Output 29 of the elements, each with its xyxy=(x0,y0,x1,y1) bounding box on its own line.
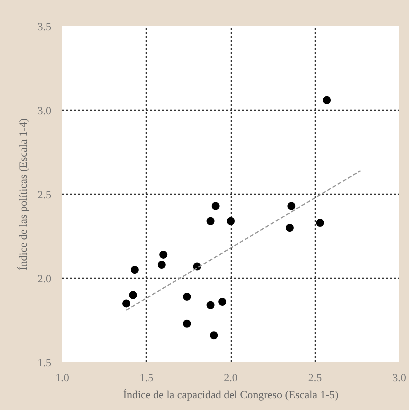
y-tick-label: 2.5 xyxy=(38,190,52,202)
point xyxy=(286,224,294,232)
point xyxy=(183,292,192,301)
x-tick-label: 3.0 xyxy=(392,372,407,384)
x-tick-label: 2.5 xyxy=(308,372,323,384)
y-tick-label: 3.0 xyxy=(38,106,52,118)
point xyxy=(130,266,139,274)
point xyxy=(212,202,220,210)
y-tick-label: 3.5 xyxy=(38,22,52,34)
point xyxy=(218,298,227,306)
y-tick-label: 1.5 xyxy=(38,358,52,370)
point xyxy=(323,96,332,104)
x-axis-title: Índice de la capacidad del Congreso (Escala 1-5) xyxy=(123,388,339,402)
point xyxy=(316,219,324,228)
point xyxy=(158,261,166,270)
x-tick-label: 2.0 xyxy=(224,372,238,384)
point xyxy=(206,217,215,226)
x-tick-label: 1.5 xyxy=(140,372,154,384)
point xyxy=(206,301,215,310)
point xyxy=(122,300,131,308)
point xyxy=(183,320,192,328)
point xyxy=(288,202,296,210)
y-tick-label: 2.0 xyxy=(38,274,52,286)
point xyxy=(210,332,218,340)
point xyxy=(160,250,168,259)
y-axis-title: Índice de las políticas (Escala 1-4) xyxy=(16,118,30,270)
point xyxy=(227,217,235,226)
point xyxy=(129,291,138,300)
x-tick-label: 1.0 xyxy=(56,372,70,384)
